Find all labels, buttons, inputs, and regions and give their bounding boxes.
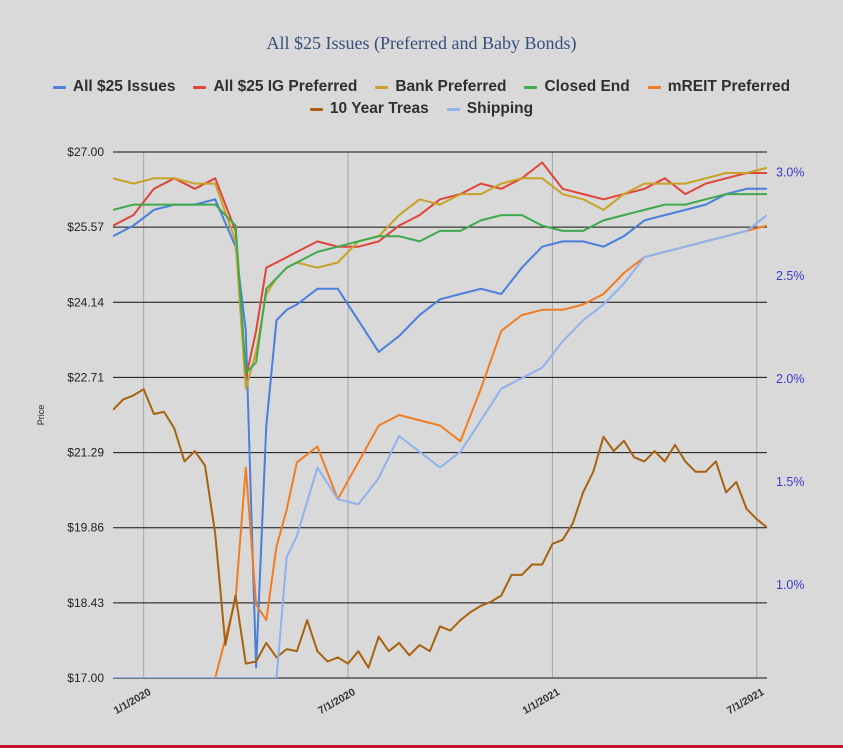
series-line-shipping xyxy=(113,214,767,678)
legend-swatch xyxy=(647,85,661,89)
y-tick-label: $24.14 xyxy=(67,295,104,309)
legend-item: mREIT Preferred xyxy=(647,78,791,96)
y-tick-label: $17.00 xyxy=(67,671,104,685)
y-tick-label: $19.86 xyxy=(67,521,104,535)
series-line-closed-end xyxy=(113,193,767,374)
y-tick-label: $25.57 xyxy=(67,220,104,234)
legend-label: All $25 IG Preferred xyxy=(213,78,358,95)
legend-label: 10 Year Treas xyxy=(329,100,429,117)
y2-tick-label: 1.5% xyxy=(776,475,805,489)
y-tick-label: $18.43 xyxy=(67,596,104,610)
legend-swatch xyxy=(52,85,66,89)
series-line-all-25-ig-preferred xyxy=(113,161,767,380)
legend-label: Shipping xyxy=(466,100,534,117)
series-line-bank-preferred xyxy=(113,166,767,390)
legend-item: Closed End xyxy=(524,78,630,96)
legend-swatch xyxy=(193,85,207,89)
legend-item: Shipping xyxy=(446,100,534,118)
bottom-border xyxy=(0,745,843,748)
y-tick-label: $22.71 xyxy=(67,370,104,384)
legend-swatch xyxy=(446,107,460,111)
legend-item: All $25 IG Preferred xyxy=(193,78,357,96)
legend-swatch xyxy=(375,85,389,89)
legend: All $25 Issues All $25 IG Preferred Bank P… xyxy=(40,78,803,118)
y-axis-title: Price xyxy=(36,405,46,426)
legend-swatch xyxy=(309,107,323,111)
x-tick-label: 7/1/2021 xyxy=(725,686,767,717)
series-line-all-25-issues xyxy=(113,187,767,669)
legend-label: All $25 Issues xyxy=(72,78,176,95)
legend-label: Bank Preferred xyxy=(395,78,507,95)
legend-label: mREIT Preferred xyxy=(667,78,791,95)
legend-item: 10 Year Treas xyxy=(309,100,429,118)
legend-item: All $25 Issues xyxy=(52,78,176,96)
y2-tick-label: 2.0% xyxy=(776,372,805,386)
y-tick-label: $27.00 xyxy=(67,145,104,159)
legend-item: Bank Preferred xyxy=(375,78,506,96)
y2-tick-label: 3.0% xyxy=(776,166,805,180)
x-tick-label: 1/1/2021 xyxy=(521,686,563,717)
legend-label: Closed End xyxy=(544,78,630,95)
x-tick-label: 7/1/2020 xyxy=(316,686,358,717)
y2-tick-label: 2.5% xyxy=(776,269,805,283)
series-line-mreit-preferred xyxy=(113,224,767,678)
legend-swatch xyxy=(524,85,538,89)
chart-title: All $25 Issues (Preferred and Baby Bonds… xyxy=(266,33,577,53)
series-line-10-year-treas xyxy=(113,388,767,669)
y2-tick-label: 1.0% xyxy=(776,578,805,592)
x-tick-label: 1/1/2020 xyxy=(112,686,154,717)
y-tick-label: $21.29 xyxy=(67,446,104,460)
